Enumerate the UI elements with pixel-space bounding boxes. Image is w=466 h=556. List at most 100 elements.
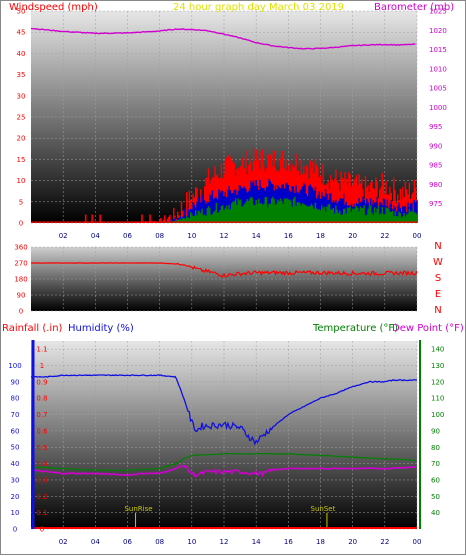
hour-tick-label: 20 — [348, 538, 357, 546]
compass-label: N — [434, 305, 441, 316]
temperature-tick-label: 60 — [431, 476, 440, 484]
rainfall-tick-label: 0.8 — [36, 395, 47, 403]
hour-tick-label: 12 — [220, 538, 229, 546]
hour-tick-label: 20 — [348, 232, 357, 240]
windspeed-tick-label: 0 — [19, 220, 23, 228]
wind-direction-series — [30, 262, 418, 278]
hour-tick-label: 12 — [220, 232, 229, 240]
windspeed-tick-label: 45 — [17, 29, 26, 37]
rainfall-tick-label: 0.2 — [36, 493, 47, 501]
graph-title: 24 hour graph day March 03 2019 — [173, 2, 344, 13]
dewpoint-series — [30, 464, 416, 478]
barometer-tick-label: 975 — [429, 200, 442, 208]
wind-plot-marks — [30, 27, 418, 223]
hour-tick-label: 16 — [284, 232, 293, 240]
humidity-tick-label: 90 — [11, 378, 20, 386]
barometer-tick-label: 995 — [429, 123, 442, 131]
humidity-tick-label: 20 — [11, 493, 20, 501]
temperature-tick-label: 80 — [431, 444, 440, 452]
windspeed-tick-label: 50 — [17, 8, 26, 16]
humidity-tick-label: 10 — [11, 509, 20, 517]
windspeed-tick-label: 15 — [17, 156, 26, 164]
compass-label: E — [435, 289, 441, 300]
windspeed-tick-label: 25 — [17, 114, 26, 122]
direction-tick-label: 360 — [14, 244, 27, 252]
barometer-tick-label: 985 — [429, 162, 442, 170]
barometer-tick-label: 1020 — [429, 27, 447, 35]
hour-tick-label: 02 — [59, 538, 68, 546]
barometer-axis-label: Barometer (mb) — [374, 2, 454, 13]
hour-tick-label: 22 — [380, 538, 389, 546]
temperature-axis-label: Temperature (°F) — [312, 323, 398, 334]
temperature-tick-label: 90 — [431, 427, 440, 435]
humidity-tick-label: 40 — [11, 460, 20, 468]
compass-label: N — [434, 241, 441, 252]
barometer-tick-label: 990 — [429, 142, 442, 150]
direction-tick-label: 180 — [14, 276, 27, 284]
hour-tick-label: 00 — [413, 538, 422, 546]
wind-low-series — [161, 196, 418, 223]
windspeed-axis-label: Windspeed (mph) — [9, 2, 98, 13]
rainfall-tick-label: 1.1 — [36, 346, 47, 354]
temperature-tick-label: 50 — [431, 493, 440, 501]
rainfall-tick-label: 0.1 — [36, 509, 47, 517]
humidity-axis-label: Humidity (%) — [68, 323, 134, 334]
wind-plot-grid — [31, 10, 418, 224]
hour-tick-label: 10 — [187, 232, 196, 240]
sunset-label: SunSet — [311, 505, 336, 513]
hour-tick-label: 08 — [155, 538, 164, 546]
compass-label: S — [435, 273, 441, 284]
temperature-tick-label: 40 — [431, 509, 440, 517]
humidity-plot-ticks: 0 0.1 0.2 0.3 0.4 0.5 0.6 0.7 0.8 0.9 1 1.1 0 10 20 30 4… — [8, 346, 444, 546]
rainfall-tick-label: 1 — [40, 362, 44, 370]
temperature-tick-label: 100 — [431, 411, 444, 419]
temperature-tick-label: 110 — [431, 395, 444, 403]
rainfall-tick-label: 0.4 — [36, 460, 48, 468]
temperature-tick-label: 120 — [431, 378, 444, 386]
hour-tick-label: 08 — [155, 232, 164, 240]
hour-tick-label: 04 — [91, 538, 100, 546]
direction-tick-label: 0 — [19, 308, 23, 316]
barometer-tick-label: 1005 — [429, 85, 447, 93]
rainfall-tick-label: 0 — [40, 526, 44, 534]
hour-tick-label: 18 — [316, 538, 325, 546]
hour-tick-label: 04 — [91, 232, 100, 240]
humidity-tick-label: 60 — [11, 427, 20, 435]
rainfall-tick-label: 0.7 — [36, 411, 47, 419]
hour-tick-label: 10 — [187, 538, 196, 546]
temperature-series — [30, 452, 416, 472]
humidity-tick-label: 0 — [13, 526, 17, 534]
humidity-series — [30, 374, 418, 446]
hour-tick-label: 16 — [284, 538, 293, 546]
hour-tick-label: 14 — [252, 538, 261, 546]
humidity-tick-label: 100 — [8, 362, 21, 370]
hour-tick-label: 18 — [316, 232, 325, 240]
hour-tick-label: 00 — [413, 232, 422, 240]
humidity-tick-label: 80 — [11, 395, 20, 403]
dewpoint-axis-label: Dew Point (°F) — [392, 323, 464, 334]
rainfall-tick-label: 0.5 — [36, 444, 47, 452]
windspeed-tick-label: 5 — [19, 198, 23, 206]
hour-tick-label: 06 — [123, 232, 132, 240]
direction-tick-label: 270 — [14, 260, 27, 268]
barometer-tick-label: 1010 — [429, 65, 447, 73]
compass-label: W — [433, 257, 443, 268]
sunrise-label: SunRise — [124, 505, 152, 513]
direction-plot-ticks: 360 270 180 90 0 — [14, 244, 27, 316]
rainfall-tick-label: 0.3 — [36, 476, 47, 484]
barometer-tick-label: 1015 — [429, 46, 447, 54]
windspeed-tick-label: 10 — [17, 177, 26, 185]
hour-tick-label: 06 — [123, 538, 132, 546]
barometer-tick-label: 1000 — [429, 104, 447, 112]
humidity-tick-label: 30 — [11, 476, 20, 484]
windspeed-tick-label: 20 — [17, 135, 26, 143]
barometer-tick-label: 1025 — [429, 8, 447, 16]
hour-tick-label: 02 — [59, 232, 68, 240]
humidity-plot-marks: SunRise SunSet — [30, 374, 418, 529]
barometer-series — [30, 27, 416, 50]
rainfall-tick-label: 0.6 — [36, 427, 48, 435]
direction-plot-marks — [30, 262, 418, 278]
